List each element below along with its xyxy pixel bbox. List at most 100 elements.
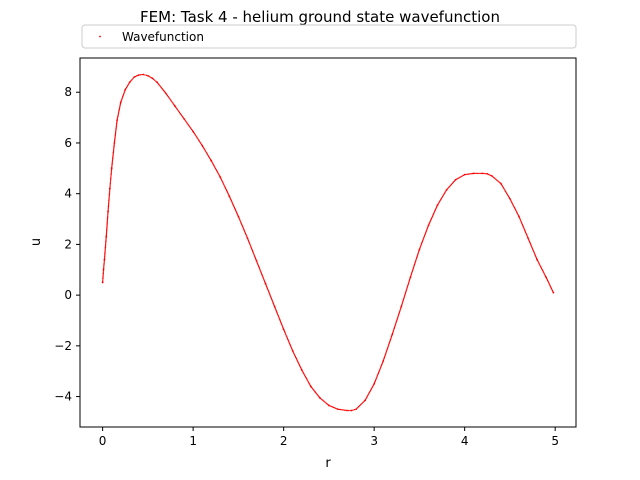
data-point: [145, 74, 148, 77]
data-point: [279, 319, 281, 321]
data-point: [104, 248, 106, 250]
data-point: [312, 388, 314, 390]
data-point: [268, 292, 270, 294]
data-point: [480, 172, 483, 175]
data-point: [361, 402, 364, 404]
data-point: [230, 198, 232, 201]
data-point: [379, 367, 382, 369]
data-point: [324, 401, 326, 403]
data-point: [261, 275, 264, 277]
data-point: [494, 177, 496, 180]
data-point: [224, 186, 226, 188]
data-point: [247, 239, 250, 242]
data-point: [199, 141, 201, 143]
data-point: [113, 141, 116, 143]
data-point: [115, 127, 117, 130]
data-point: [408, 281, 410, 283]
data-point: [296, 359, 298, 361]
data-point: [109, 184, 111, 186]
data-point: [109, 180, 112, 182]
data-point: [278, 318, 281, 320]
data-point: [311, 387, 314, 390]
data-point: [509, 199, 512, 201]
data-point: [290, 346, 292, 349]
data-point: [431, 216, 433, 219]
data-point: [459, 176, 461, 178]
data-point: [223, 185, 226, 187]
data-point: [365, 397, 368, 399]
data-point: [231, 201, 233, 203]
data-point: [119, 105, 121, 107]
data-point: [160, 86, 162, 88]
data-point: [380, 366, 382, 368]
data-point: [534, 254, 536, 256]
data-point: [305, 376, 307, 379]
data-point: [107, 205, 110, 208]
data-point: [511, 202, 513, 204]
data-point: [116, 117, 119, 119]
data-point: [265, 285, 268, 287]
data-point: [426, 229, 428, 231]
data-point: [269, 295, 272, 297]
data-point: [259, 269, 261, 271]
data-point: [121, 98, 123, 100]
data-point: [513, 206, 516, 209]
data-point: [440, 198, 442, 201]
data-point: [415, 258, 418, 260]
data-point: [366, 396, 368, 398]
data-point: [394, 323, 397, 325]
data-point: [297, 362, 300, 364]
data-point: [308, 383, 311, 385]
data-point: [118, 108, 120, 111]
data-point: [175, 107, 178, 109]
data-point: [488, 174, 491, 176]
data-point: [375, 377, 378, 379]
data-point: [516, 212, 518, 214]
data-point: [395, 320, 398, 323]
data-point: [380, 364, 383, 367]
data-point: [417, 253, 419, 255]
data-point: [107, 214, 109, 216]
data-point: [112, 153, 114, 155]
data-point: [399, 310, 401, 312]
data-point: [204, 149, 206, 151]
data-point: [122, 94, 124, 97]
data-point: [206, 153, 209, 155]
data-point: [504, 189, 506, 191]
data-point: [534, 255, 537, 257]
data-point: [531, 247, 534, 249]
data-point: [114, 135, 116, 137]
data-point: [244, 232, 247, 235]
data-point: [105, 240, 107, 243]
data-point: [106, 221, 108, 224]
data-point: [434, 208, 437, 211]
data-point: [252, 252, 255, 254]
data-point: [275, 310, 278, 312]
data-point: [226, 191, 228, 193]
data-point: [195, 135, 197, 137]
data-point: [542, 270, 544, 272]
data-point: [505, 192, 508, 195]
data-point: [285, 335, 288, 337]
data-point: [229, 196, 231, 199]
data-point: [127, 84, 129, 87]
data-point: [115, 130, 117, 132]
data-point: [538, 263, 541, 265]
data-point: [259, 270, 262, 272]
y-tick-label: 0: [64, 288, 72, 302]
data-point: [525, 232, 527, 235]
legend: Wavefunction: [81, 24, 577, 49]
data-point: [189, 126, 191, 129]
data-point: [254, 257, 257, 260]
data-point: [281, 325, 283, 327]
data-point: [280, 321, 282, 324]
data-point: [442, 194, 445, 197]
data-point: [441, 196, 443, 199]
data-point: [225, 188, 227, 191]
data-point: [315, 392, 317, 394]
data-point: [498, 181, 500, 183]
data-point: [507, 194, 509, 197]
data-point: [403, 296, 405, 298]
data-point: [185, 121, 188, 123]
data-point: [111, 165, 113, 167]
